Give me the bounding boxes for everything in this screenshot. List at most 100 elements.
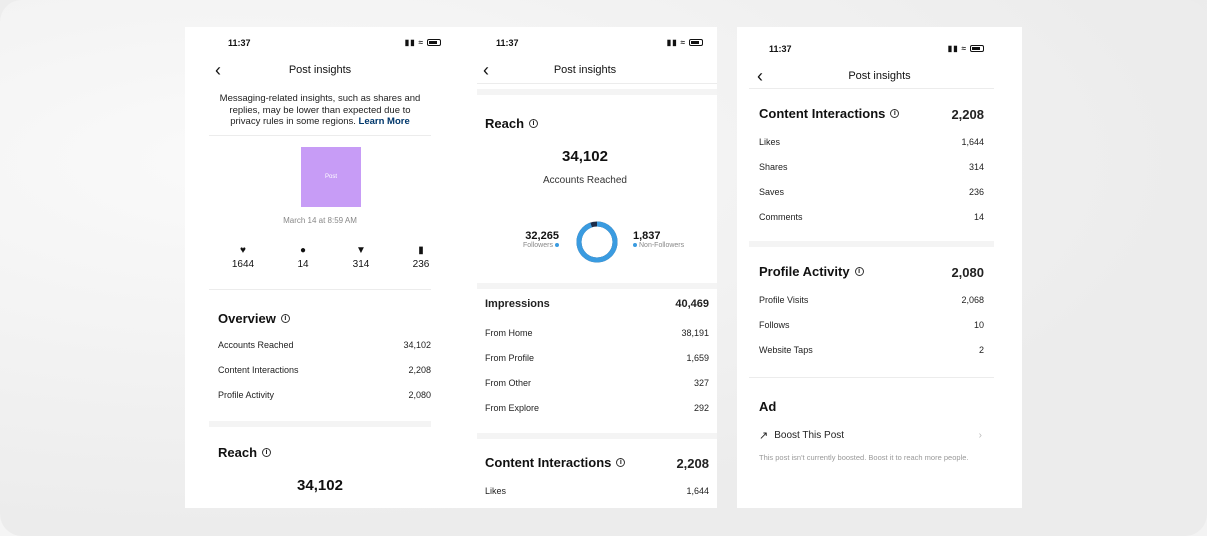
saves-stat: ▮ 236 [401, 245, 441, 270]
info-icon[interactable]: i [262, 448, 272, 457]
pa-row[interactable]: Profile Visits 2,068 [759, 295, 984, 305]
reach-donut-chart [575, 220, 619, 269]
ci-row[interactable]: Comments 14 [759, 212, 984, 222]
row-label: Website Taps [759, 345, 813, 355]
row-value: 236 [968, 187, 984, 197]
overview-row[interactable]: Accounts Reached 34,102 [218, 340, 431, 350]
section-divider [749, 241, 994, 247]
info-icon[interactable]: i [280, 314, 290, 323]
row-value: 10 [973, 320, 984, 330]
notice-text: Messaging-related insights, such as shar… [219, 93, 421, 127]
page-title: Post insights [288, 64, 352, 76]
impressions-value: 40,469 [675, 298, 709, 310]
donut-svg [576, 221, 618, 263]
row-label: Comments [759, 212, 803, 222]
phone-screen-3: 11:37 ▮▮ ≈ ‹ Post insights Content Intera… [737, 27, 1022, 508]
row-value: 2,208 [408, 365, 431, 375]
nonfollowers-legend: 1,837 Non-Followers [633, 230, 684, 249]
status-icons: ▮▮ ≈ [948, 44, 984, 53]
divider [209, 289, 431, 290]
profile-activity-heading: Profile Activity i [759, 264, 864, 279]
signal-icon: ▮▮ [666, 38, 678, 47]
ci-row[interactable]: Saves 236 [759, 187, 984, 197]
nav-bar: ‹ Post insights [453, 61, 717, 83]
post-date: March 14 at 8:59 AM [283, 216, 357, 225]
row-value: 2,068 [961, 295, 984, 305]
row-value: 34,102 [403, 340, 431, 350]
ci-row[interactable]: Likes 1,644 [759, 137, 984, 147]
row-value: 314 [968, 162, 984, 172]
boost-post-button[interactable]: ↗ Boost This Post › [759, 429, 982, 442]
impression-row[interactable]: From Explore 292 [485, 403, 709, 413]
ci-value: 2,208 [676, 456, 709, 471]
info-icon[interactable]: i [529, 119, 539, 128]
pa-row[interactable]: Website Taps 2 [759, 345, 984, 355]
info-icon[interactable]: i [854, 267, 864, 276]
row-value: 1,659 [686, 353, 709, 363]
row-label: Likes [759, 137, 781, 147]
divider [209, 135, 431, 136]
ci-title: Content Interactions [485, 455, 612, 470]
ci-value: 2,208 [951, 107, 984, 122]
row-value: 1,644 [961, 137, 984, 147]
shares-count: 314 [352, 259, 370, 270]
wifi-icon: ≈ [961, 44, 967, 53]
learn-more-link[interactable]: Learn More [358, 116, 410, 127]
status-bar: 11:37 ▮▮ ≈ [185, 38, 455, 52]
overview-row[interactable]: Profile Activity 2,080 [218, 390, 431, 400]
impression-row[interactable]: From Profile 1,659 [485, 353, 709, 363]
status-time: 11:37 [769, 44, 792, 54]
status-bar: 11:37 ▮▮ ≈ [453, 38, 717, 52]
likes-count: 1644 [231, 259, 255, 270]
row-label: Profile Visits [759, 295, 809, 305]
shares-stat: ▼ 314 [341, 245, 381, 270]
row-value: 292 [693, 403, 709, 413]
reach-title: Reach [485, 116, 525, 131]
boost-label: Boost This Post [774, 430, 845, 441]
nav-bar: ‹ Post insights [185, 61, 455, 83]
section-divider [477, 89, 717, 95]
ci-row[interactable]: Likes 1,644 [485, 486, 709, 496]
row-label: Content Interactions [218, 365, 299, 375]
status-time: 11:37 [228, 38, 251, 48]
ci-row[interactable]: Shares 314 [759, 162, 984, 172]
nav-bar: ‹ Post insights [737, 67, 1022, 89]
likes-stat: ♥ 1644 [223, 245, 263, 270]
row-value: 1,644 [686, 486, 709, 496]
pa-row[interactable]: Follows 10 [759, 320, 984, 330]
row-value: 14 [973, 212, 984, 222]
signal-icon: ▮▮ [947, 44, 959, 53]
row-value: 2 [978, 345, 984, 355]
row-label: From Explore [485, 403, 540, 413]
status-time: 11:37 [496, 38, 519, 48]
privacy-notice: Messaging-related insights, such as shar… [215, 93, 425, 128]
impressions-heading: Impressions 40,469 [485, 298, 709, 310]
row-label: From Profile [485, 353, 535, 363]
page-title: Post insights [553, 64, 617, 76]
comment-icon: ● [299, 245, 307, 256]
comments-stat: ● 14 [283, 245, 323, 270]
back-chevron-icon[interactable]: ‹ [757, 66, 763, 86]
trending-up-icon: ↗ [759, 430, 769, 442]
row-label: Likes [485, 486, 507, 496]
overview-row[interactable]: Content Interactions 2,208 [218, 365, 431, 375]
saves-count: 236 [412, 259, 430, 270]
back-chevron-icon[interactable]: ‹ [215, 60, 221, 80]
row-value: 2,080 [408, 390, 431, 400]
row-value: 38,191 [681, 328, 709, 338]
reach-subtitle: Accounts Reached [543, 175, 627, 186]
post-thumbnail[interactable]: Post [301, 147, 361, 207]
info-icon[interactable]: i [616, 458, 626, 467]
heart-icon: ♥ [240, 245, 246, 256]
followers-dot [554, 243, 559, 248]
status-bar: 11:37 ▮▮ ≈ [737, 44, 1022, 58]
row-value: 327 [693, 378, 709, 388]
impression-row[interactable]: From Home 38,191 [485, 328, 709, 338]
wifi-icon: ≈ [418, 38, 424, 47]
divider [477, 83, 717, 84]
info-icon[interactable]: i [890, 109, 900, 118]
impression-row[interactable]: From Other 327 [485, 378, 709, 388]
followers-legend: 32,265 Followers [523, 230, 559, 249]
back-chevron-icon[interactable]: ‹ [483, 60, 489, 80]
